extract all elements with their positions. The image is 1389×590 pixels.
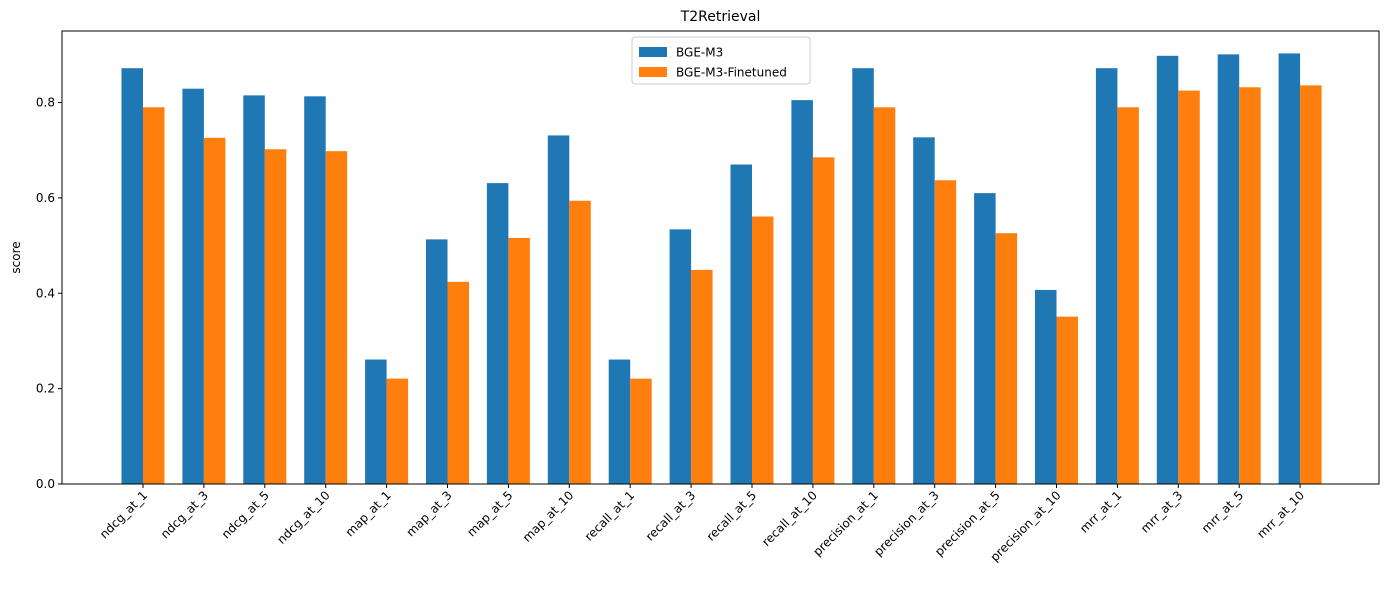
- bar-bge-m3-finetuned-map-at-3: [447, 281, 469, 484]
- bar-bge-m3-finetuned-mrr-at-3: [1178, 90, 1200, 485]
- bar-bge-m3-finetuned-recall-at-10: [812, 157, 835, 485]
- bar-bge-m3-map-at-1: [365, 359, 387, 484]
- bar-bge-m3-mrr-at-5: [1217, 54, 1240, 485]
- bar-bge-m3-precision-at-10: [1035, 289, 1057, 484]
- bar-bge-m3-ndcg-at-5: [243, 95, 265, 485]
- x-tick-label-recall-at-10: recall_at_10: [759, 488, 820, 549]
- bar-bge-m3-precision-at-5: [974, 193, 996, 484]
- x-tick-label-recall-at-3: recall_at_3: [643, 488, 698, 543]
- y-axis-label: score: [9, 241, 23, 273]
- x-tick-label-ndcg-at-10: ndcg_at_10: [274, 488, 333, 547]
- bar-bge-m3-finetuned-precision-at-10: [1056, 316, 1078, 484]
- chart-title: T2Retrieval: [680, 9, 761, 25]
- bar-bge-m3-recall-at-10: [791, 100, 813, 484]
- bar-bge-m3-finetuned-recall-at-1: [630, 378, 652, 484]
- legend-label-bge-m3: BGE-M3: [676, 46, 723, 60]
- legend-label-bge-m3-finetuned: BGE-M3-Finetuned: [676, 66, 787, 80]
- x-tick-label-ndcg-at-3: ndcg_at_3: [158, 488, 211, 541]
- legend-box: [631, 36, 811, 85]
- x-tick-label-mrr-at-3: mrr_at_3: [1138, 488, 1185, 535]
- bar-bge-m3-finetuned-ndcg-at-10: [325, 151, 348, 484]
- bar-bge-m3-finetuned-mrr-at-10: [1300, 85, 1322, 485]
- y-tick-label: 0.2: [36, 382, 55, 396]
- bar-bge-m3-finetuned-precision-at-3: [934, 180, 957, 484]
- bar-bge-m3-map-at-3: [426, 239, 448, 484]
- y-tick-label: 0.4: [36, 286, 55, 300]
- x-tick-label-precision-at-5: precision_at_5: [932, 488, 1003, 559]
- bar-bge-m3-ndcg-at-10: [304, 96, 326, 484]
- bar-bge-m3-precision-at-3: [913, 137, 935, 484]
- legend: BGE-M3 BGE-M3-Finetuned: [631, 36, 811, 85]
- plot-frame: [61, 30, 1380, 485]
- bar-bge-m3-finetuned-ndcg-at-3: [203, 137, 226, 484]
- x-tick-label-map-at-3: map_at_3: [403, 488, 454, 539]
- x-tick-label-precision-at-3: precision_at_3: [871, 488, 942, 559]
- bar-bge-m3-map-at-10: [547, 135, 570, 484]
- bar-bge-m3-finetuned-map-at-10: [569, 200, 591, 484]
- x-tick-label-precision-at-1: precision_at_1: [810, 488, 881, 559]
- x-tick-label-recall-at-5: recall_at_5: [704, 488, 759, 543]
- bars-layer: [121, 53, 1322, 485]
- x-tick-label-map-at-1: map_at_1: [343, 488, 394, 539]
- bar-bge-m3-recall-at-5: [730, 164, 752, 484]
- x-tick-label-mrr-at-10: mrr_at_10: [1254, 488, 1307, 541]
- x-tick-label-mrr-at-5: mrr_at_5: [1199, 488, 1246, 535]
- legend-swatch-bge-m3-finetuned: [639, 67, 667, 77]
- x-tick-label-ndcg-at-1: ndcg_at_1: [97, 488, 150, 541]
- bar-bge-m3-mrr-at-3: [1156, 55, 1179, 485]
- bar-bge-m3-finetuned-precision-at-1: [873, 107, 896, 484]
- bar-bge-m3-mrr-at-1: [1095, 68, 1118, 484]
- bar-bge-m3-finetuned-precision-at-5: [995, 233, 1018, 484]
- x-tick-label-ndcg-at-5: ndcg_at_5: [219, 488, 272, 541]
- y-tick-label: 0.8: [36, 96, 55, 110]
- bar-bge-m3-finetuned-map-at-1: [386, 378, 409, 484]
- bar-bge-m3-ndcg-at-3: [182, 88, 204, 484]
- bar-bge-m3-finetuned-ndcg-at-5: [264, 149, 287, 484]
- bar-bge-m3-finetuned-mrr-at-1: [1117, 107, 1139, 484]
- y-tick-label: 0.6: [36, 191, 55, 205]
- bar-bge-m3-ndcg-at-1: [121, 68, 143, 484]
- bar-bge-m3-recall-at-3: [669, 229, 692, 484]
- x-tick-label-mrr-at-1: mrr_at_1: [1077, 488, 1124, 535]
- bar-bge-m3-finetuned-recall-at-5: [752, 216, 774, 485]
- bar-bge-m3-finetuned-recall-at-3: [691, 269, 713, 484]
- legend-swatch-bge-m3: [639, 47, 667, 57]
- bar-bge-m3-map-at-5: [486, 183, 509, 485]
- y-tick-label: 0.0: [36, 477, 55, 491]
- x-tick-label-recall-at-1: recall_at_1: [582, 488, 637, 543]
- x-tick-label-map-at-10: map_at_10: [520, 488, 577, 545]
- bar-bge-m3-mrr-at-10: [1278, 53, 1301, 484]
- bar-bge-m3-finetuned-mrr-at-5: [1239, 87, 1261, 485]
- bar-bge-m3-precision-at-1: [852, 68, 874, 484]
- bar-bge-m3-finetuned-map-at-5: [508, 237, 530, 484]
- x-tick-label-map-at-5: map_at_5: [464, 488, 515, 539]
- bar-bge-m3-recall-at-1: [608, 359, 631, 484]
- bar-bge-m3-finetuned-ndcg-at-1: [143, 107, 165, 484]
